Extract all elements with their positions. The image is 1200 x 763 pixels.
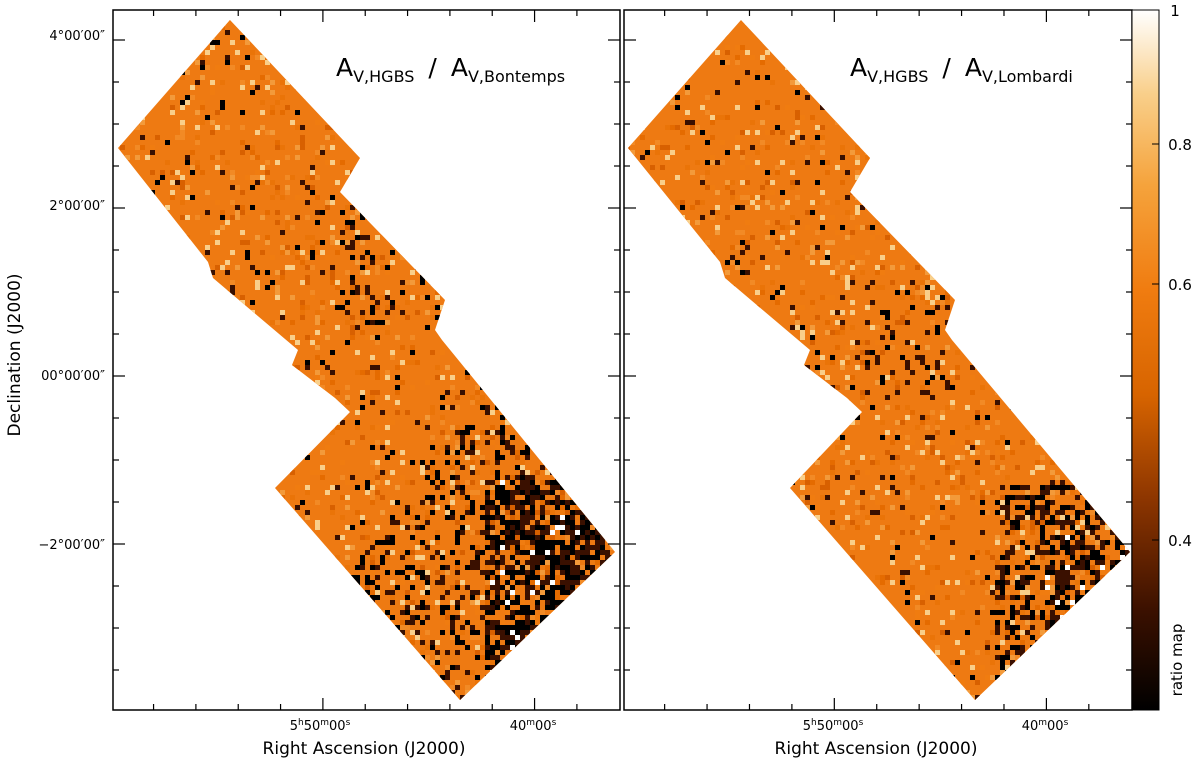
left-panel-title: AV,HGBS / AV,Bontemps [336, 53, 565, 86]
y-tick-label-4deg: 4°00′00″ [49, 29, 105, 44]
colorbar-label-0.6: 0.6 [1168, 276, 1192, 294]
right-x-axis-label: Right Ascension (J2000) [775, 739, 978, 759]
left-ratio-map [118, 20, 615, 700]
right-panel: AV,HGBS / AV,Lombardi 5h50m00s 40m00s Righ… [623, 9, 1133, 759]
colorbar-title: ratio map [1168, 624, 1186, 697]
colorbar-label-0.8: 0.8 [1168, 136, 1192, 154]
colorbar: 1 0.8 0.6 0.4 ratio map [1131, 2, 1192, 711]
left-x-axis-label: Right Ascension (J2000) [263, 739, 466, 759]
left-y-axis-label: Declination (J2000) [5, 273, 25, 436]
colorbar-gradient [1132, 10, 1159, 710]
left-x-tick-label-5h50m: 5h50m00s [290, 718, 351, 734]
right-ratio-map [628, 20, 1130, 700]
right-x-tick-label-5h50m: 5h50m00s [803, 718, 864, 734]
colorbar-label-0.4: 0.4 [1168, 532, 1192, 550]
y-tick-label-2deg: 2°00′00″ [49, 199, 105, 214]
left-plot-frame [112, 9, 621, 711]
right-x-tick-label-40m: 40m00s [1022, 718, 1069, 734]
left-x-tick-label-40m: 40m00s [510, 718, 557, 734]
colorbar-label-1: 1 [1170, 2, 1180, 20]
y-tick-label-0deg: 00°00′00″ [41, 369, 105, 384]
left-panel: AV,HGBS / AV,Bontemps 4°00′00″ 2°00′00″ 00… [5, 9, 621, 759]
y-tick-label-minus2deg: −2°00′00″ [38, 538, 105, 553]
right-panel-title: AV,HGBS / AV,Lombardi [850, 53, 1073, 86]
colorbar-frame [1131, 9, 1160, 711]
